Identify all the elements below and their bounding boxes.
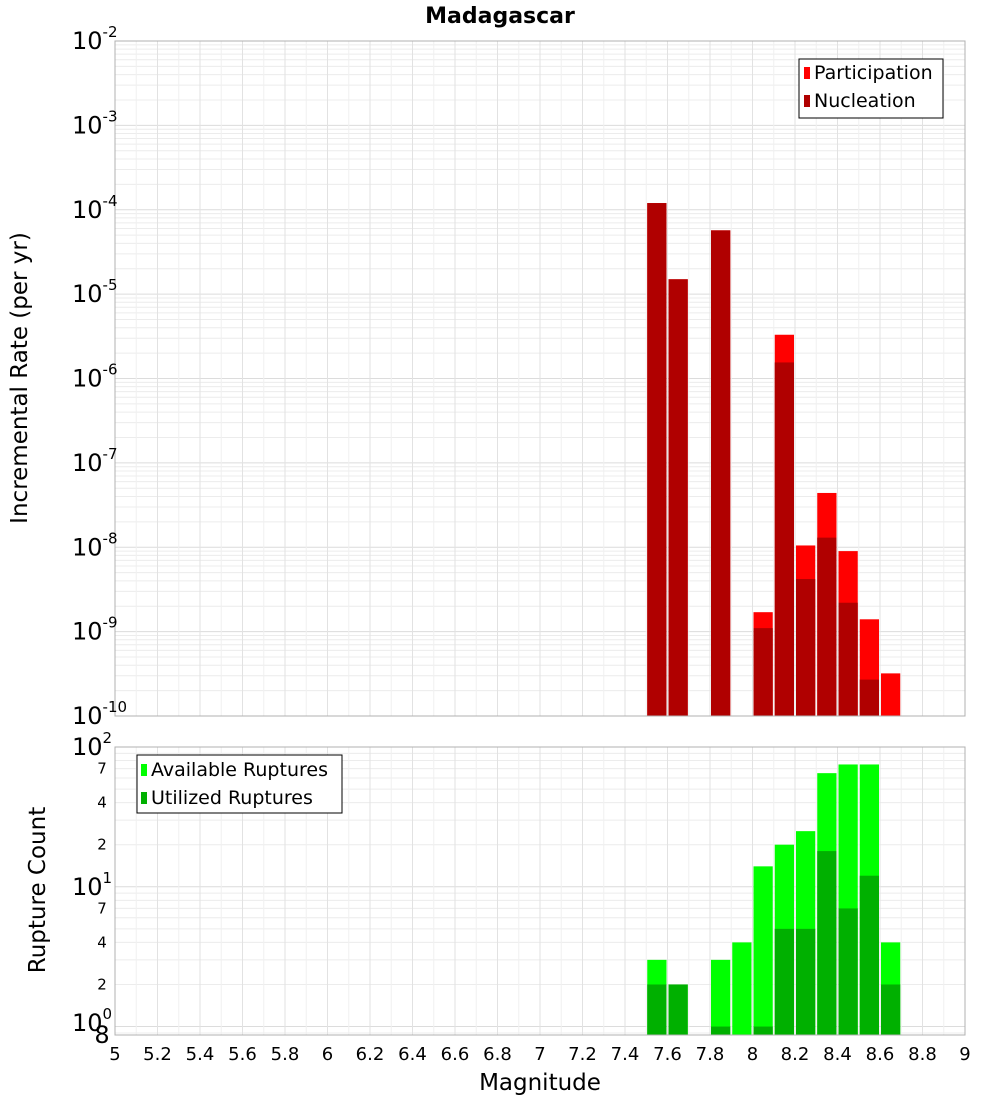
x-tick-label: 5.6: [228, 1044, 257, 1065]
x-tick-label: 5.8: [271, 1044, 300, 1065]
bottom-y-tick-label: 102: [72, 729, 112, 761]
x-tick-label: 8: [747, 1044, 758, 1065]
bottom-y-axis-label: Rupture Count: [25, 807, 51, 973]
x-tick-label: 7: [534, 1044, 545, 1065]
top-plot-frame: [114, 40, 966, 717]
nucleation-bar: [838, 602, 858, 716]
available-ruptures-bar: [732, 942, 752, 1035]
bottom-y-minor-tick-label: 2: [97, 975, 107, 993]
x-tick-label: 6.6: [441, 1044, 470, 1065]
x-tick-label: 7.2: [568, 1044, 597, 1065]
utilized-ruptures-bar: [796, 928, 816, 1035]
x-tick-label: 7.4: [611, 1044, 640, 1065]
bottom-y-tick-label: 100: [72, 1005, 112, 1037]
bottom-legend-box: [136, 754, 343, 814]
x-tick-label: 7.8: [696, 1044, 725, 1065]
top-bars: [647, 203, 901, 716]
top-legend: Participation Nucleation: [798, 58, 944, 119]
x-tick-label: 6: [322, 1044, 333, 1065]
legend-label-available-ruptures: Available Ruptures: [151, 759, 328, 781]
bottom-y-minor-tick-label: 4: [97, 933, 107, 951]
top-y-tick-label: 10-2: [72, 23, 118, 55]
top-y-tick-label: 10-4: [72, 192, 118, 224]
nucleation-bar: [647, 203, 667, 716]
top-legend-box: [798, 58, 944, 119]
x-tick-label: 8.8: [908, 1044, 937, 1065]
nucleation-bar: [753, 628, 773, 716]
x-axis-label: Magnitude: [479, 1070, 601, 1096]
utilized-ruptures-bar: [774, 928, 794, 1035]
bottom-y-minor-tick-label: 2: [97, 836, 107, 854]
x-tick-label: 5.2: [143, 1044, 172, 1065]
bottom-y-tick-label: 101: [72, 869, 112, 901]
x-tick-label: 9: [959, 1044, 970, 1065]
x-tick-label: 5: [109, 1044, 120, 1065]
bottom-plot-frame: [114, 746, 966, 1036]
legend-swatch-utilized-ruptures: [141, 792, 147, 804]
legend-swatch-available-ruptures: [141, 764, 147, 776]
top-y-ticks: 10-10 10-9 10-8 10-7 10-6 10-5 10-4 10-3 10-2: [72, 23, 127, 730]
bottom-y-minor-tick-label: 4: [97, 794, 107, 812]
x-tick-label: 8.6: [866, 1044, 895, 1065]
top-y-tick-label: 10-8: [72, 529, 118, 561]
nucleation-bar: [859, 679, 879, 716]
available-ruptures-bar: [753, 866, 773, 1035]
nucleation-bar: [796, 579, 816, 716]
x-tick-label: 5.4: [186, 1044, 215, 1065]
x-tick-label: 8.2: [781, 1044, 810, 1065]
utilized-ruptures-bar: [711, 1026, 731, 1035]
nucleation-bar: [711, 230, 731, 716]
x-tick-label: 6.8: [483, 1044, 512, 1065]
top-y-tick-label: 10-7: [72, 445, 118, 477]
utilized-ruptures-bar: [668, 984, 688, 1035]
bottom-panel: 100 101 102 2 4 7 2 4 7 8 Available Ruptures Utiliz…: [72, 729, 966, 1049]
nucleation-bar: [774, 362, 794, 716]
top-grid: [114, 41, 966, 717]
x-tick-label: 7.6: [653, 1044, 682, 1065]
utilized-ruptures-bar: [859, 875, 879, 1035]
bottom-legend: Available Ruptures Utilized Ruptures: [136, 754, 343, 814]
top-y-tick-label: 10-9: [72, 614, 118, 646]
chart-title: Madagascar: [425, 4, 575, 29]
bottom-y-minor-tick-label: 7: [97, 760, 107, 778]
x-tick-label: 6.2: [356, 1044, 385, 1065]
legend-swatch-participation: [804, 67, 810, 79]
participation-bar: [881, 673, 901, 716]
bottom-y-minor-tick-label: 7: [97, 899, 107, 917]
bottom-bars: [647, 764, 901, 1035]
utilized-ruptures-bar: [881, 984, 901, 1035]
top-y-tick-label: 10-3: [72, 107, 118, 139]
top-y-tick-label: 10-10: [72, 698, 127, 730]
x-axis-ticks: 5 5.2 5.4 5.6 5.8 6 6.2 6.4 6.6 6.8 7 7.2 7.4 7.6 7.8 8…: [109, 1044, 970, 1065]
utilized-ruptures-bar: [647, 984, 667, 1035]
utilized-ruptures-bar: [817, 851, 837, 1035]
x-tick-label: 8.4: [823, 1044, 852, 1065]
legend-swatch-nucleation: [804, 95, 810, 107]
utilized-ruptures-bar: [753, 1026, 773, 1035]
bottom-y-partial-tick-label: 8: [94, 1021, 109, 1049]
legend-label-nucleation: Nucleation: [814, 90, 916, 112]
top-y-tick-label: 10-6: [72, 361, 118, 393]
nucleation-bar: [817, 537, 837, 716]
top-panel: 10-10 10-9 10-8 10-7 10-6 10-5 10-4 10-3 10-2 Par…: [72, 23, 966, 730]
top-y-axis-label: Incremental Rate (per yr): [7, 232, 33, 524]
top-y-tick-label: 10-5: [72, 276, 118, 308]
legend-label-utilized-ruptures: Utilized Ruptures: [151, 787, 313, 809]
legend-label-participation: Participation: [814, 62, 933, 84]
nucleation-bar: [668, 279, 688, 716]
x-tick-label: 6.4: [398, 1044, 427, 1065]
bottom-y-ticks: 100 101 102 2 4 7 2 4 7 8: [72, 729, 112, 1049]
utilized-ruptures-bar: [838, 908, 858, 1035]
available-ruptures-bar: [711, 959, 731, 1035]
